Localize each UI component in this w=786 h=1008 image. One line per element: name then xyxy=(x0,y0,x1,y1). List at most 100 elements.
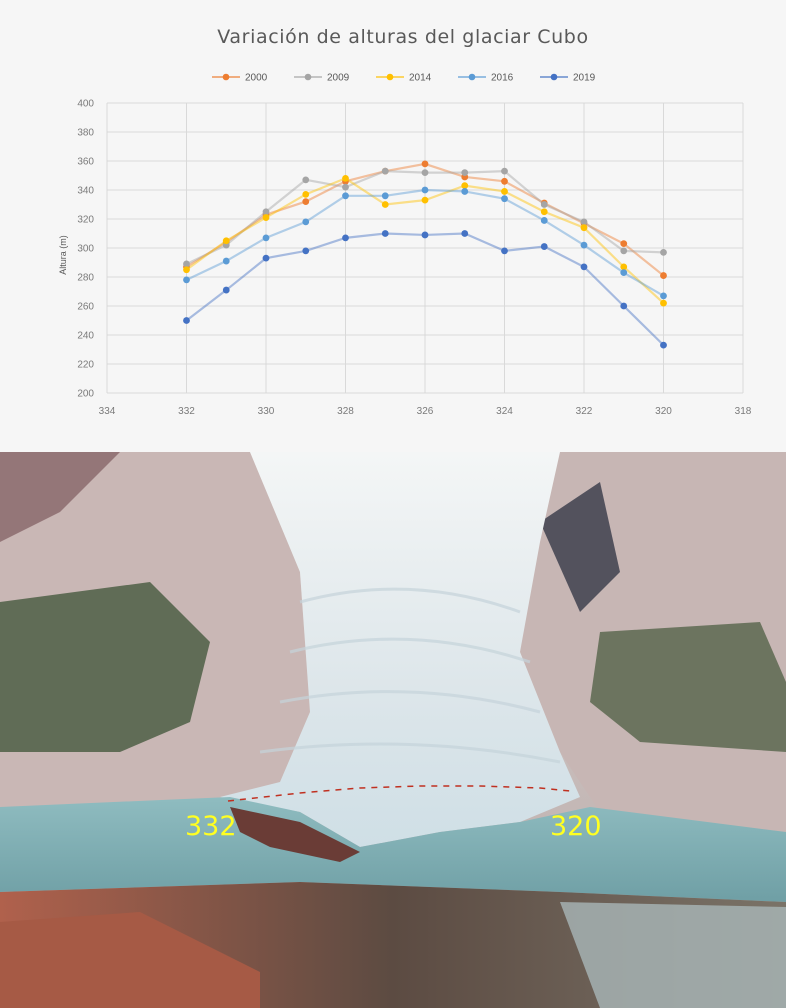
chart-series xyxy=(183,160,667,349)
data-point xyxy=(580,218,588,226)
series-2016 xyxy=(183,186,667,300)
chart-legend: 2000 2009 2014 2016 2019 xyxy=(212,73,596,84)
data-point xyxy=(342,175,349,182)
data-point xyxy=(540,243,548,250)
data-point xyxy=(580,263,588,271)
y-tick-label: 400 xyxy=(77,99,94,110)
legend-marker xyxy=(304,73,312,81)
data-point xyxy=(540,201,548,208)
y-axis-title: Altura (m) xyxy=(58,235,68,275)
y-axis-ticks: 200 220 240 260 280 300 320 340 360 380 400 xyxy=(77,99,94,400)
legend-label: 2000 xyxy=(245,73,268,84)
right-vegetation xyxy=(590,622,786,752)
data-point xyxy=(262,234,270,242)
data-point xyxy=(620,263,628,271)
data-point xyxy=(620,302,628,310)
y-tick-label: 320 xyxy=(77,215,94,226)
legend-marker xyxy=(550,73,558,81)
legend-label: 2019 xyxy=(573,73,596,84)
transect-label-end: 320 xyxy=(550,811,602,842)
data-point xyxy=(620,269,628,277)
transect-line xyxy=(227,785,571,802)
glacier-crevasses xyxy=(259,587,561,764)
series-2009 xyxy=(183,167,667,268)
glacier-ice xyxy=(220,452,580,847)
data-point xyxy=(183,276,190,284)
data-point xyxy=(421,196,429,204)
data-point xyxy=(302,198,310,206)
data-point xyxy=(461,182,469,190)
y-tick-label: 200 xyxy=(77,389,94,400)
chart-grid xyxy=(106,102,744,394)
x-tick-label: 328 xyxy=(337,406,354,417)
data-point xyxy=(660,341,667,349)
y-tick-label: 240 xyxy=(77,331,94,342)
x-tick-label: 326 xyxy=(417,406,434,417)
height-variation-chart: Variación de alturas del glaciar Cubo 20… xyxy=(58,26,752,417)
data-point xyxy=(381,201,389,208)
x-tick-label: 318 xyxy=(735,406,752,417)
y-tick-label: 360 xyxy=(77,157,94,168)
legend-item-2014: 2014 xyxy=(376,73,432,84)
data-point xyxy=(302,190,310,198)
x-tick-label: 320 xyxy=(655,406,672,417)
data-point xyxy=(461,188,469,195)
data-point xyxy=(501,188,508,195)
data-point xyxy=(381,192,389,200)
data-point xyxy=(421,231,429,239)
y-tick-label: 260 xyxy=(77,302,94,313)
data-point xyxy=(183,260,190,268)
series-2014 xyxy=(183,175,667,307)
glacier-aerial-image: 332 320 xyxy=(0,452,786,1008)
data-point xyxy=(222,237,230,245)
left-vegetation xyxy=(0,582,210,752)
x-tick-label: 330 xyxy=(258,406,275,417)
data-point xyxy=(461,169,469,177)
legend-item-2016: 2016 xyxy=(458,73,514,84)
data-point xyxy=(580,241,588,249)
legend-label: 2016 xyxy=(491,73,514,84)
lower-right-water xyxy=(560,902,786,1008)
data-point xyxy=(421,160,429,168)
data-point xyxy=(342,234,349,242)
data-point xyxy=(501,177,508,185)
data-point xyxy=(183,317,190,324)
series-2019 xyxy=(183,230,667,349)
data-point xyxy=(501,195,508,203)
data-point xyxy=(501,167,508,175)
left-ridge-shadow xyxy=(0,452,120,542)
chart-panel: Variación de alturas del glaciar Cubo 20… xyxy=(0,0,786,452)
legend-label: 2014 xyxy=(409,73,432,84)
data-point xyxy=(302,247,310,255)
data-point xyxy=(461,230,469,237)
data-point xyxy=(222,257,230,265)
y-tick-label: 380 xyxy=(77,128,94,139)
glacier-photo: 332 320 xyxy=(0,452,786,1008)
x-tick-label: 332 xyxy=(178,406,195,417)
data-point xyxy=(262,208,270,216)
data-point xyxy=(620,240,628,248)
data-point xyxy=(501,247,508,255)
chart-title: Variación de alturas del glaciar Cubo xyxy=(217,26,588,48)
legend-label: 2009 xyxy=(327,73,350,84)
legend-item-2019: 2019 xyxy=(540,73,596,84)
data-point xyxy=(421,169,429,177)
data-point xyxy=(421,186,429,194)
legend-item-2009: 2009 xyxy=(294,73,350,84)
data-point xyxy=(222,286,230,294)
x-tick-label: 324 xyxy=(496,406,513,417)
right-ridge-shadow xyxy=(540,482,620,612)
data-point xyxy=(540,217,548,224)
data-point xyxy=(302,176,310,184)
data-point xyxy=(262,254,270,262)
data-point xyxy=(262,214,270,221)
lower-left-slope xyxy=(0,912,260,1008)
data-point xyxy=(302,218,310,226)
legend-item-2000: 2000 xyxy=(212,73,268,84)
data-point xyxy=(342,192,349,200)
data-point xyxy=(660,299,667,307)
x-tick-label: 334 xyxy=(99,406,116,417)
y-tick-label: 280 xyxy=(77,273,94,284)
rock-outcrop xyxy=(230,807,360,862)
data-point xyxy=(381,167,389,175)
